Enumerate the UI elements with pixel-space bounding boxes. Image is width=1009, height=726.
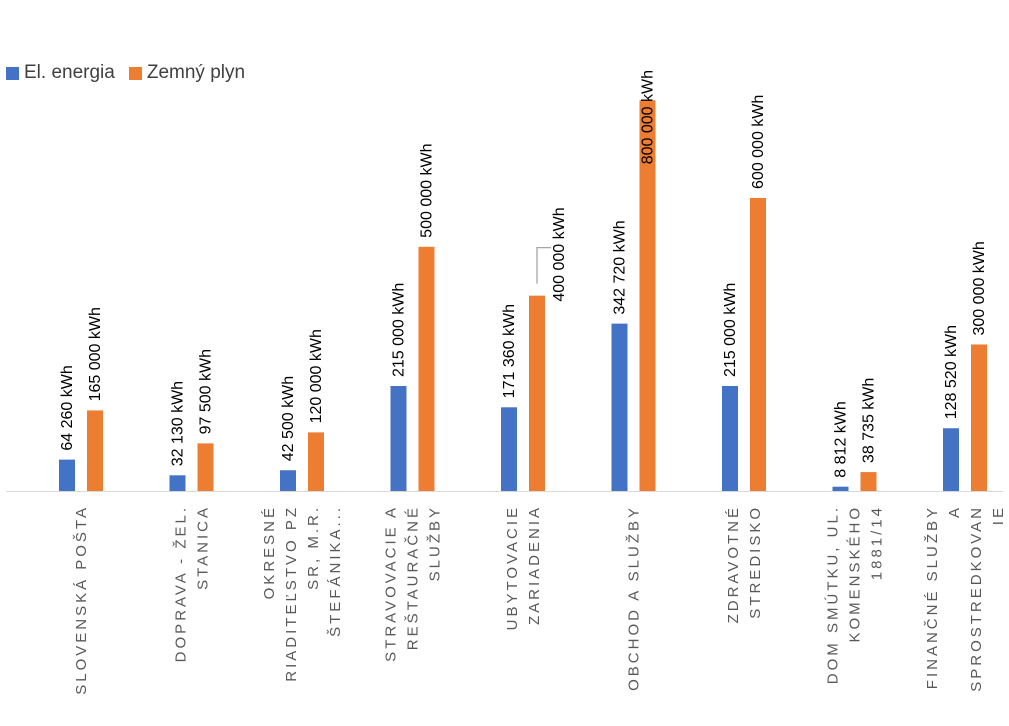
category-label-2-1: RIADITEĽSTVO PZ — [283, 505, 300, 682]
category-label-4-1: ZARIADENIA — [526, 505, 543, 625]
data-label-el-energia-2: 42 500 kWh — [280, 376, 297, 461]
category-label-3-1: REŠTAURAČNÉ — [405, 505, 422, 650]
data-label-el-energia-7: 8 812 kWh — [833, 401, 850, 477]
bar-zemn-plyn-5 — [639, 100, 656, 492]
data-label-zemn-plyn-4: 400 000 kWh — [551, 207, 568, 301]
category-label-0-0: SLOVENSKÁ POŠTA — [73, 505, 90, 695]
data-label-zemn-plyn-3: 500 000 kWh — [419, 144, 436, 238]
category-label-8-1: A — [946, 505, 963, 518]
bar-el-energia-1 — [169, 475, 186, 491]
category-label-3-0: STRAVOVACIE A — [383, 505, 400, 662]
category-label-6-1: STREDISKO — [747, 505, 764, 619]
data-label-el-energia-5: 342 720 kWh — [612, 220, 629, 314]
bar-el-energia-6 — [722, 386, 738, 491]
legend-label-el-energia: El. energia — [24, 62, 115, 83]
data-label-el-energia-0: 64 260 kWh — [59, 365, 76, 450]
category-label-7-1: KOMENSKÉHO — [847, 505, 864, 643]
category-label-7-2: 1881/14 — [869, 505, 886, 580]
category-label-1-0: DOPRAVA - ŽEL. — [173, 505, 190, 662]
category-label-5-0: OBCHOD A SLUŽBY — [626, 505, 643, 691]
legend-item-el-energia: El. energia — [6, 62, 115, 84]
category-label-1-1: STANICA — [195, 505, 212, 590]
data-label-zemn-plyn-8: 300 000 kWh — [971, 241, 988, 335]
data-label-zemn-plyn-5: 800 000 kWh — [640, 70, 657, 164]
data-label-el-energia-8: 128 520 kWh — [943, 325, 960, 419]
bar-zemn-plyn-7 — [860, 472, 877, 491]
bar-zemn-plyn-6 — [750, 197, 766, 491]
category-label-8-2: SPROSTREDKOVAN — [968, 505, 985, 692]
category-label-2-0: OKRESNÉ — [261, 505, 278, 599]
bar-zemn-plyn-8 — [971, 344, 987, 491]
bar-el-energia-3 — [390, 386, 407, 491]
category-label-2-3: ŠTEFÁNIKA... — [327, 505, 344, 637]
bar-zemn-plyn-1 — [197, 443, 214, 491]
category-label-8-0: FINANČNÉ SLUŽBY — [924, 505, 941, 689]
data-label-el-energia-1: 32 130 kWh — [170, 381, 187, 466]
bar-zemn-plyn-0 — [87, 410, 103, 491]
bar-el-energia-4 — [501, 407, 517, 491]
legend-item-zemny-plyn: Zemný plyn — [128, 62, 246, 84]
data-label-zemn-plyn-2: 120 000 kWh — [308, 329, 325, 423]
bar-el-energia-5 — [611, 323, 628, 491]
data-label-zemn-plyn-6: 600 000 kWh — [750, 95, 767, 189]
category-label-3-2: SLUŽBY — [427, 505, 444, 581]
bar-el-energia-8 — [943, 428, 959, 491]
data-label-zemn-plyn-7: 38 735 kWh — [861, 378, 878, 463]
bar-el-energia-7 — [832, 486, 849, 491]
bar-zemn-plyn-3 — [418, 246, 435, 491]
bar-el-energia-0 — [59, 459, 75, 491]
leader-line-4 — [536, 247, 551, 284]
data-label-el-energia-3: 215 000 kWh — [391, 283, 408, 377]
bar-el-energia-2 — [280, 470, 296, 491]
category-label-7-0: DOM SMÚTKU, UL. — [825, 505, 842, 684]
legend-label-zemny-plyn: Zemný plyn — [146, 62, 246, 83]
data-label-zemn-plyn-1: 97 500 kWh — [198, 349, 215, 434]
chart-legend: El. energia Zemný plyn — [6, 62, 259, 84]
legend-swatch-el-energia — [6, 66, 19, 80]
data-label-el-energia-6: 215 000 kWh — [722, 283, 739, 377]
category-label-2-2: SR, M.R. — [305, 505, 322, 590]
legend-swatch-zemny-plyn — [128, 66, 142, 80]
data-label-zemn-plyn-0: 165 000 kWh — [87, 307, 104, 401]
bar-zemn-plyn-2 — [308, 432, 324, 491]
category-label-6-0: ZDRAVOTNÉ — [725, 505, 742, 623]
category-label-8-3: IE — [990, 505, 1007, 525]
data-label-el-energia-4: 171 360 kWh — [501, 304, 518, 398]
category-label-4-0: UBYTOVACIE — [504, 505, 521, 630]
bar-zemn-plyn-4 — [529, 295, 545, 491]
